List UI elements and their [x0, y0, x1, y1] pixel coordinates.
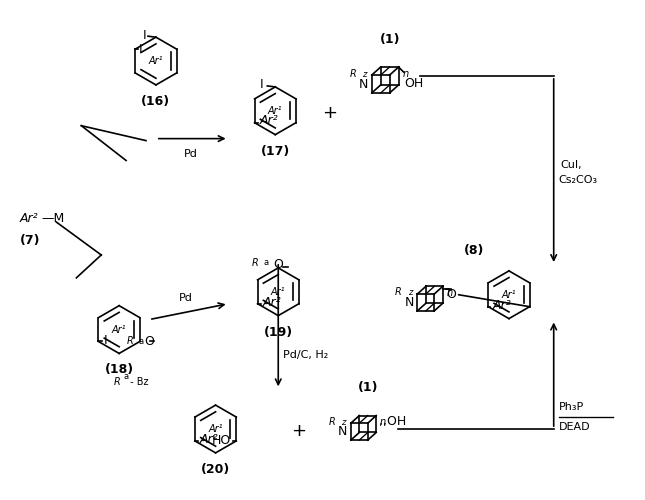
Text: CuI,: CuI, — [561, 160, 582, 170]
Text: N: N — [404, 296, 414, 309]
Text: n: n — [380, 417, 386, 427]
Text: I: I — [103, 334, 107, 347]
Text: Ar¹: Ar¹ — [112, 324, 126, 334]
Text: a: a — [139, 336, 144, 345]
Text: I: I — [260, 78, 263, 92]
Text: R: R — [395, 288, 402, 298]
Text: (1): (1) — [379, 33, 400, 46]
Text: R: R — [114, 378, 121, 388]
Text: N: N — [359, 78, 368, 90]
Text: +: + — [322, 104, 337, 122]
Text: Pd/C, H₂: Pd/C, H₂ — [283, 350, 328, 360]
Text: R: R — [127, 336, 134, 346]
Text: —M: —M — [41, 212, 64, 224]
Text: O: O — [144, 335, 154, 348]
Text: ,,OH: ,,OH — [379, 415, 406, 428]
Text: O: O — [273, 258, 283, 272]
Text: R: R — [349, 69, 356, 79]
Text: Ph₃P: Ph₃P — [559, 402, 584, 412]
Text: Ar¹: Ar¹ — [149, 56, 163, 66]
Text: Cs₂CO₃: Cs₂CO₃ — [559, 176, 598, 186]
Text: OH: OH — [404, 78, 424, 90]
Text: Pd: Pd — [179, 292, 193, 302]
Text: n: n — [446, 288, 453, 298]
Text: Ar¹: Ar¹ — [271, 287, 286, 297]
Text: (18): (18) — [104, 364, 134, 376]
Text: Ar¹: Ar¹ — [502, 290, 516, 300]
Text: Ar¹: Ar¹ — [268, 106, 283, 116]
Text: (1): (1) — [357, 381, 378, 394]
Text: I: I — [143, 28, 146, 42]
Text: (16): (16) — [141, 95, 170, 108]
Text: Ar¹: Ar¹ — [208, 424, 223, 434]
Text: (8): (8) — [464, 244, 484, 257]
Text: (20): (20) — [201, 463, 230, 476]
Text: a: a — [263, 258, 268, 267]
Text: z: z — [408, 288, 412, 298]
Text: Ar²: Ar² — [20, 212, 38, 224]
Text: Ar²: Ar² — [492, 299, 511, 312]
Text: DEAD: DEAD — [559, 422, 590, 432]
Text: z: z — [341, 418, 346, 426]
Text: HO: HO — [212, 434, 232, 448]
Text: - Bz: - Bz — [127, 378, 148, 388]
Text: +: + — [291, 422, 306, 440]
Text: Ar²: Ar² — [200, 434, 219, 446]
Text: Ar²: Ar² — [263, 296, 281, 309]
Text: (17): (17) — [261, 144, 290, 158]
Text: a: a — [123, 372, 128, 382]
Text: R: R — [252, 258, 259, 268]
Text: Pd: Pd — [184, 148, 197, 158]
Text: I: I — [139, 42, 143, 56]
Text: z: z — [362, 70, 366, 79]
Text: (7): (7) — [19, 234, 40, 247]
Text: (19): (19) — [264, 326, 293, 338]
Text: R: R — [328, 416, 335, 426]
Text: O: O — [446, 288, 456, 301]
Text: n: n — [402, 69, 408, 79]
Text: Ar²: Ar² — [259, 114, 278, 127]
Text: N: N — [338, 425, 347, 438]
